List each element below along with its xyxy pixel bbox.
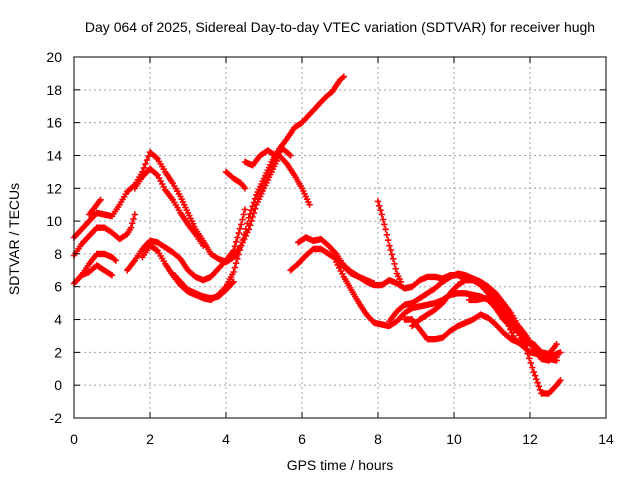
series-track-7 (131, 165, 207, 249)
x-tick-label: 14 (598, 431, 614, 447)
y-tick-label: 4 (54, 312, 62, 328)
x-tick-label: 10 (446, 431, 462, 447)
plot-frame (73, 56, 607, 419)
y-tick-label: 16 (46, 115, 62, 131)
series-marks (374, 198, 404, 285)
series-track-18 (401, 311, 560, 358)
series-marks (78, 262, 116, 279)
series-marks (131, 165, 207, 249)
series-marks (295, 234, 378, 287)
y-tick-label: -2 (50, 410, 63, 426)
x-tick-label: 4 (222, 431, 230, 447)
x-tick-label: 12 (522, 431, 538, 447)
series-marks (401, 311, 560, 358)
series-marks (70, 149, 313, 266)
y-tick-label: 12 (46, 180, 62, 196)
y-tick-label: 18 (46, 82, 62, 98)
series-track-5 (86, 196, 104, 218)
series-track-19 (466, 295, 564, 359)
y-tick-label: 20 (46, 49, 62, 65)
chart-title: Day 064 of 2025, Sidereal Day-to-day VTE… (85, 19, 595, 35)
y-tick-label: 0 (54, 377, 62, 393)
y-tick-label: 14 (46, 147, 62, 163)
series-track-10 (222, 168, 249, 192)
series-track-11 (241, 145, 294, 169)
series-track-15 (374, 198, 404, 285)
y-tick-label: 6 (54, 279, 62, 295)
series-marks (241, 145, 294, 169)
series-track-1 (70, 149, 313, 266)
y-tick-label: 10 (46, 213, 62, 229)
x-axis-label: GPS time / hours (287, 457, 394, 473)
series-track-9 (169, 270, 237, 302)
axis-ticks: 0 2 4 6 8 10 12 14 -2 0 2 4 6 8 10 12 14 16 18 20 (46, 49, 614, 447)
x-tick-label: 8 (374, 431, 382, 447)
series-track-13 (295, 234, 378, 287)
series-marks (169, 270, 237, 302)
series-track-6 (124, 206, 249, 284)
series-marks (222, 168, 249, 192)
grid (74, 57, 606, 418)
series-track-4 (78, 262, 116, 279)
x-tick-label: 2 (146, 431, 154, 447)
y-tick-label: 2 (54, 344, 62, 360)
y-tick-label: 8 (54, 246, 62, 262)
y-axis-label: SDTVAR / TECUs (6, 183, 22, 295)
plot-area (70, 73, 564, 397)
x-tick-label: 6 (298, 431, 306, 447)
x-tick-label: 0 (70, 431, 78, 447)
series-marks (86, 196, 104, 218)
series-marks (124, 206, 249, 284)
series-marks (466, 295, 564, 359)
